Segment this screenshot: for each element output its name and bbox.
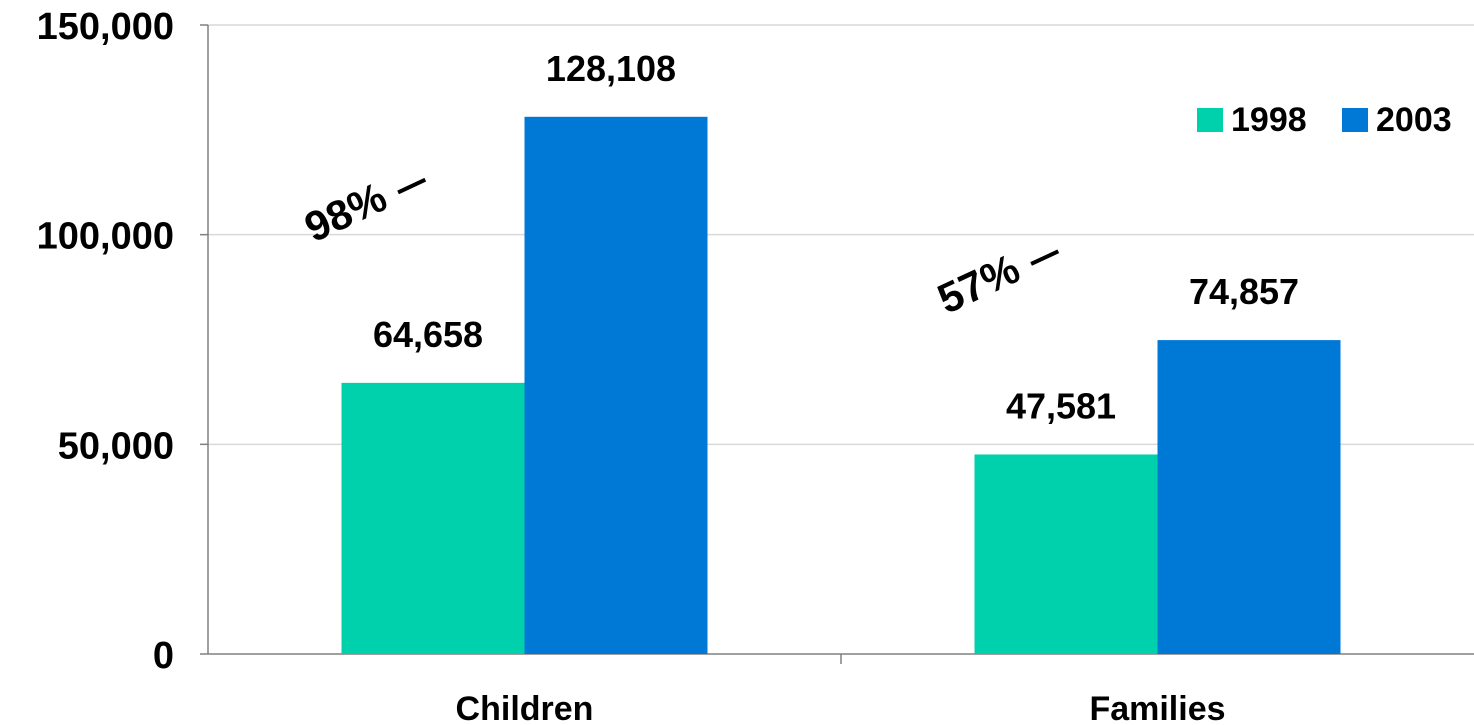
legend-swatch-2003 — [1342, 108, 1368, 132]
bars — [341, 116, 1341, 654]
y-tick-label: 150,000 — [37, 6, 174, 48]
legend: 1998 2003 — [1197, 101, 1452, 139]
bar-families-2003 — [1157, 340, 1341, 654]
percent-change-annotation: 98% — [297, 173, 427, 251]
data-label: 128,108 — [546, 48, 676, 89]
x-category-label: Families — [1089, 690, 1225, 725]
data-label: 47,581 — [1006, 385, 1116, 426]
x-category-label: Children — [456, 690, 594, 725]
legend-label: 2003 — [1376, 101, 1452, 139]
bar-children-2003 — [524, 116, 708, 654]
data-labels: 64,658 128,108 47,581 74,857 — [373, 48, 1299, 427]
legend-swatch-1998 — [1197, 108, 1223, 132]
percent-change-annotation: 57% — [930, 245, 1060, 323]
y-tick-label: 50,000 — [58, 425, 174, 467]
percent-change-text: 98% — [297, 173, 393, 251]
annotation-arrow — [397, 177, 427, 195]
x-axis-categories: Children Families — [456, 690, 1226, 725]
legend-label: 1998 — [1231, 101, 1307, 139]
y-axis-ticks: 0 50,000 100,000 150,000 — [37, 6, 208, 677]
y-tick-label: 100,000 — [37, 216, 174, 258]
percent-change-text: 57% — [930, 245, 1026, 323]
bar-children-1998 — [341, 382, 525, 654]
data-label: 64,658 — [373, 314, 483, 355]
data-label: 74,857 — [1189, 271, 1299, 312]
annotation-arrow — [1030, 249, 1060, 266]
bar-families-1998 — [974, 454, 1158, 654]
y-tick-label: 0 — [153, 635, 174, 677]
